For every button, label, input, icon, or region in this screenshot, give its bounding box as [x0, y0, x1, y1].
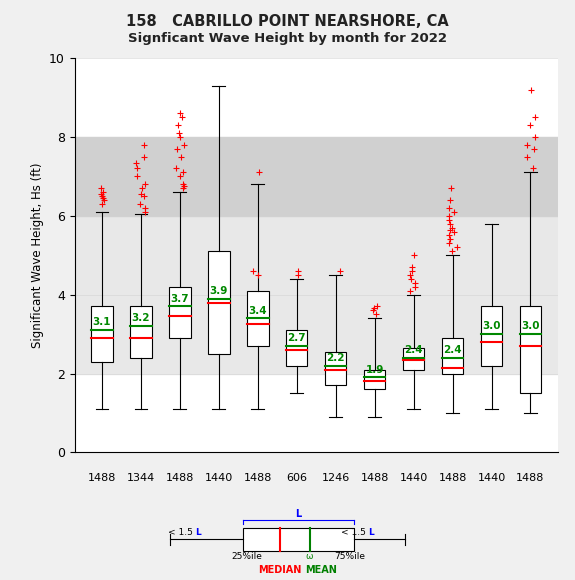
Text: MEAN: MEAN	[305, 564, 336, 575]
Bar	[247, 291, 269, 346]
Bar	[131, 306, 152, 358]
Text: 3.1: 3.1	[93, 317, 112, 327]
Bar	[243, 528, 354, 551]
Text: 1440: 1440	[400, 473, 428, 483]
Text: 2.4: 2.4	[443, 345, 462, 355]
Text: 1440: 1440	[477, 473, 505, 483]
Text: < 1.5: < 1.5	[168, 528, 196, 538]
Text: 1488: 1488	[361, 473, 389, 483]
Bar	[481, 306, 502, 365]
Bar	[75, 137, 558, 216]
Bar	[286, 330, 308, 365]
Text: 1246: 1246	[321, 473, 350, 483]
Text: 1.9: 1.9	[366, 365, 384, 375]
Text: 1488: 1488	[244, 473, 272, 483]
Text: 2.2: 2.2	[327, 353, 345, 363]
Bar	[208, 251, 229, 354]
Text: 1488: 1488	[166, 473, 194, 483]
Bar	[520, 306, 541, 393]
Text: 3.7: 3.7	[171, 293, 189, 304]
Bar	[403, 348, 424, 369]
Text: 75%ile: 75%ile	[335, 552, 366, 561]
Y-axis label: Significant Wave Height, Hs (ft): Significant Wave Height, Hs (ft)	[30, 162, 44, 348]
Text: < 1.5: < 1.5	[341, 528, 369, 538]
Text: L: L	[369, 528, 374, 538]
Bar	[325, 352, 347, 385]
Text: 1488: 1488	[88, 473, 116, 483]
Text: L: L	[196, 528, 201, 538]
Text: 3.4: 3.4	[248, 306, 267, 316]
Text: Signficant Wave Height by month for 2022: Signficant Wave Height by month for 2022	[128, 32, 447, 45]
Text: MEDIAN: MEDIAN	[258, 564, 302, 575]
Text: 2.4: 2.4	[404, 345, 423, 355]
Text: 606: 606	[286, 473, 307, 483]
Bar	[442, 338, 463, 374]
Bar	[75, 216, 558, 374]
Bar	[364, 369, 385, 389]
Text: 158   CABRILLO POINT NEARSHORE, CA: 158 CABRILLO POINT NEARSHORE, CA	[126, 14, 449, 30]
Text: 3.2: 3.2	[132, 313, 150, 324]
Text: ω: ω	[306, 552, 313, 561]
Text: 25%ile: 25%ile	[232, 552, 262, 561]
Text: 1440: 1440	[205, 473, 233, 483]
Text: 3.9: 3.9	[210, 286, 228, 296]
Text: 2.7: 2.7	[288, 333, 306, 343]
Text: 1344: 1344	[127, 473, 155, 483]
Text: L: L	[296, 509, 302, 519]
Text: 3.0: 3.0	[521, 321, 540, 331]
Text: 1488: 1488	[516, 473, 545, 483]
Bar	[169, 287, 191, 338]
Bar	[91, 306, 113, 362]
Text: 3.0: 3.0	[482, 321, 501, 331]
Text: 1488: 1488	[438, 473, 467, 483]
